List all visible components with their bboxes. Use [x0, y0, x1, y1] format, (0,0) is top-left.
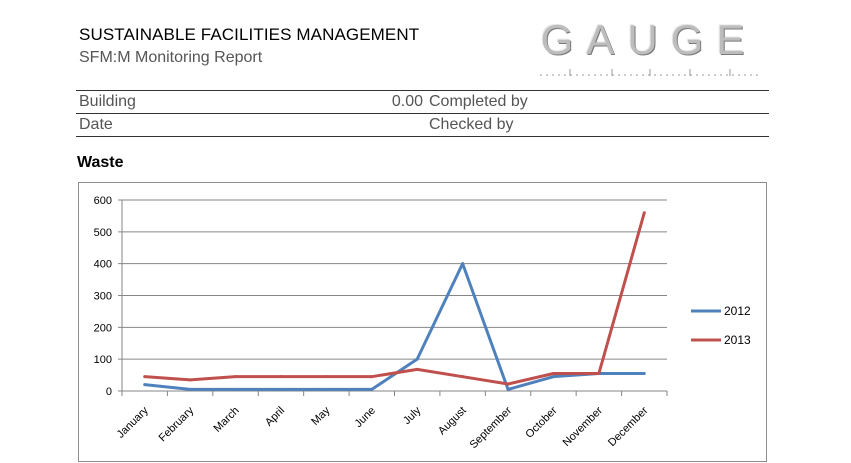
x-tick-label: October: [523, 404, 559, 440]
info-row-building: Building 0.00 Completed by: [76, 90, 769, 114]
y-tick-label: 200: [94, 322, 112, 334]
y-tick-label: 300: [94, 291, 112, 303]
y-tick-label: 500: [94, 227, 112, 239]
data-point-2013: [461, 375, 465, 379]
x-tick-label: February: [157, 404, 197, 444]
data-point-2012: [234, 387, 238, 391]
building-value: 0.00: [391, 93, 423, 110]
x-tick-label: September: [468, 404, 515, 451]
data-point-2013: [279, 375, 283, 379]
building-label: Building: [79, 93, 136, 110]
data-point-2013: [234, 375, 238, 379]
data-point-2013: [188, 378, 192, 382]
data-point-2013: [551, 371, 555, 375]
data-point-2012: [461, 262, 465, 266]
data-point-2012: [188, 387, 192, 391]
x-tick-label: July: [401, 404, 424, 427]
series-line-2013: [144, 212, 646, 386]
date-label: Date: [79, 116, 113, 133]
checked-by-label: Checked by: [429, 116, 514, 133]
data-point-2012: [279, 387, 283, 391]
data-point-2012: [506, 387, 510, 391]
logo-scale-marks: [540, 69, 760, 76]
data-point-2013: [143, 375, 147, 379]
y-tick-label: 0: [106, 386, 112, 398]
completed-by-label: Completed by: [429, 93, 528, 110]
data-point-2012: [143, 383, 147, 387]
report-title: SUSTAINABLE FACILITIES MANAGEMENT: [79, 25, 420, 44]
data-point-2012: [551, 375, 555, 379]
data-point-2012: [415, 357, 419, 361]
info-row-date: Date Checked by: [76, 114, 769, 137]
data-point-2013: [415, 367, 419, 371]
y-tick-label: 100: [94, 354, 112, 366]
data-point-2012: [642, 371, 646, 375]
x-tick-label: August: [436, 405, 469, 438]
gauge-logo: GAUGE: [538, 16, 760, 76]
x-tick-label: April: [263, 405, 287, 429]
x-tick-label: November: [561, 404, 606, 449]
data-point-2012: [370, 387, 374, 391]
data-point-2013: [506, 382, 510, 386]
x-tick-label: December: [606, 404, 651, 449]
data-point-2012: [324, 387, 328, 391]
series-line-2012: [144, 262, 645, 391]
x-tick-label: June: [353, 405, 378, 430]
waste-chart: 0 100 200 300 400 500 600 January February March A…: [78, 182, 767, 462]
report-subtitle: SFM:M Monitoring Report: [79, 49, 263, 66]
x-tick-label: May: [309, 404, 333, 428]
data-point-2013: [597, 371, 601, 375]
data-point-2013: [370, 375, 374, 379]
x-tick-label: March: [212, 405, 242, 435]
waste-line-chart: 0 100 200 300 400 500 600 January February March A…: [94, 195, 751, 451]
data-point-2013: [324, 375, 328, 379]
y-tick-label: 600: [94, 195, 112, 207]
y-tick-label: 400: [94, 259, 112, 271]
x-tick-label: January: [115, 404, 152, 441]
data-point-2013: [642, 211, 646, 215]
legend-label-2012: 2012: [724, 304, 751, 318]
legend-label-2013: 2013: [724, 333, 751, 347]
report-info-table: Building 0.00 Completed by Date Checked …: [76, 90, 769, 137]
section-title-waste: Waste: [77, 154, 124, 171]
